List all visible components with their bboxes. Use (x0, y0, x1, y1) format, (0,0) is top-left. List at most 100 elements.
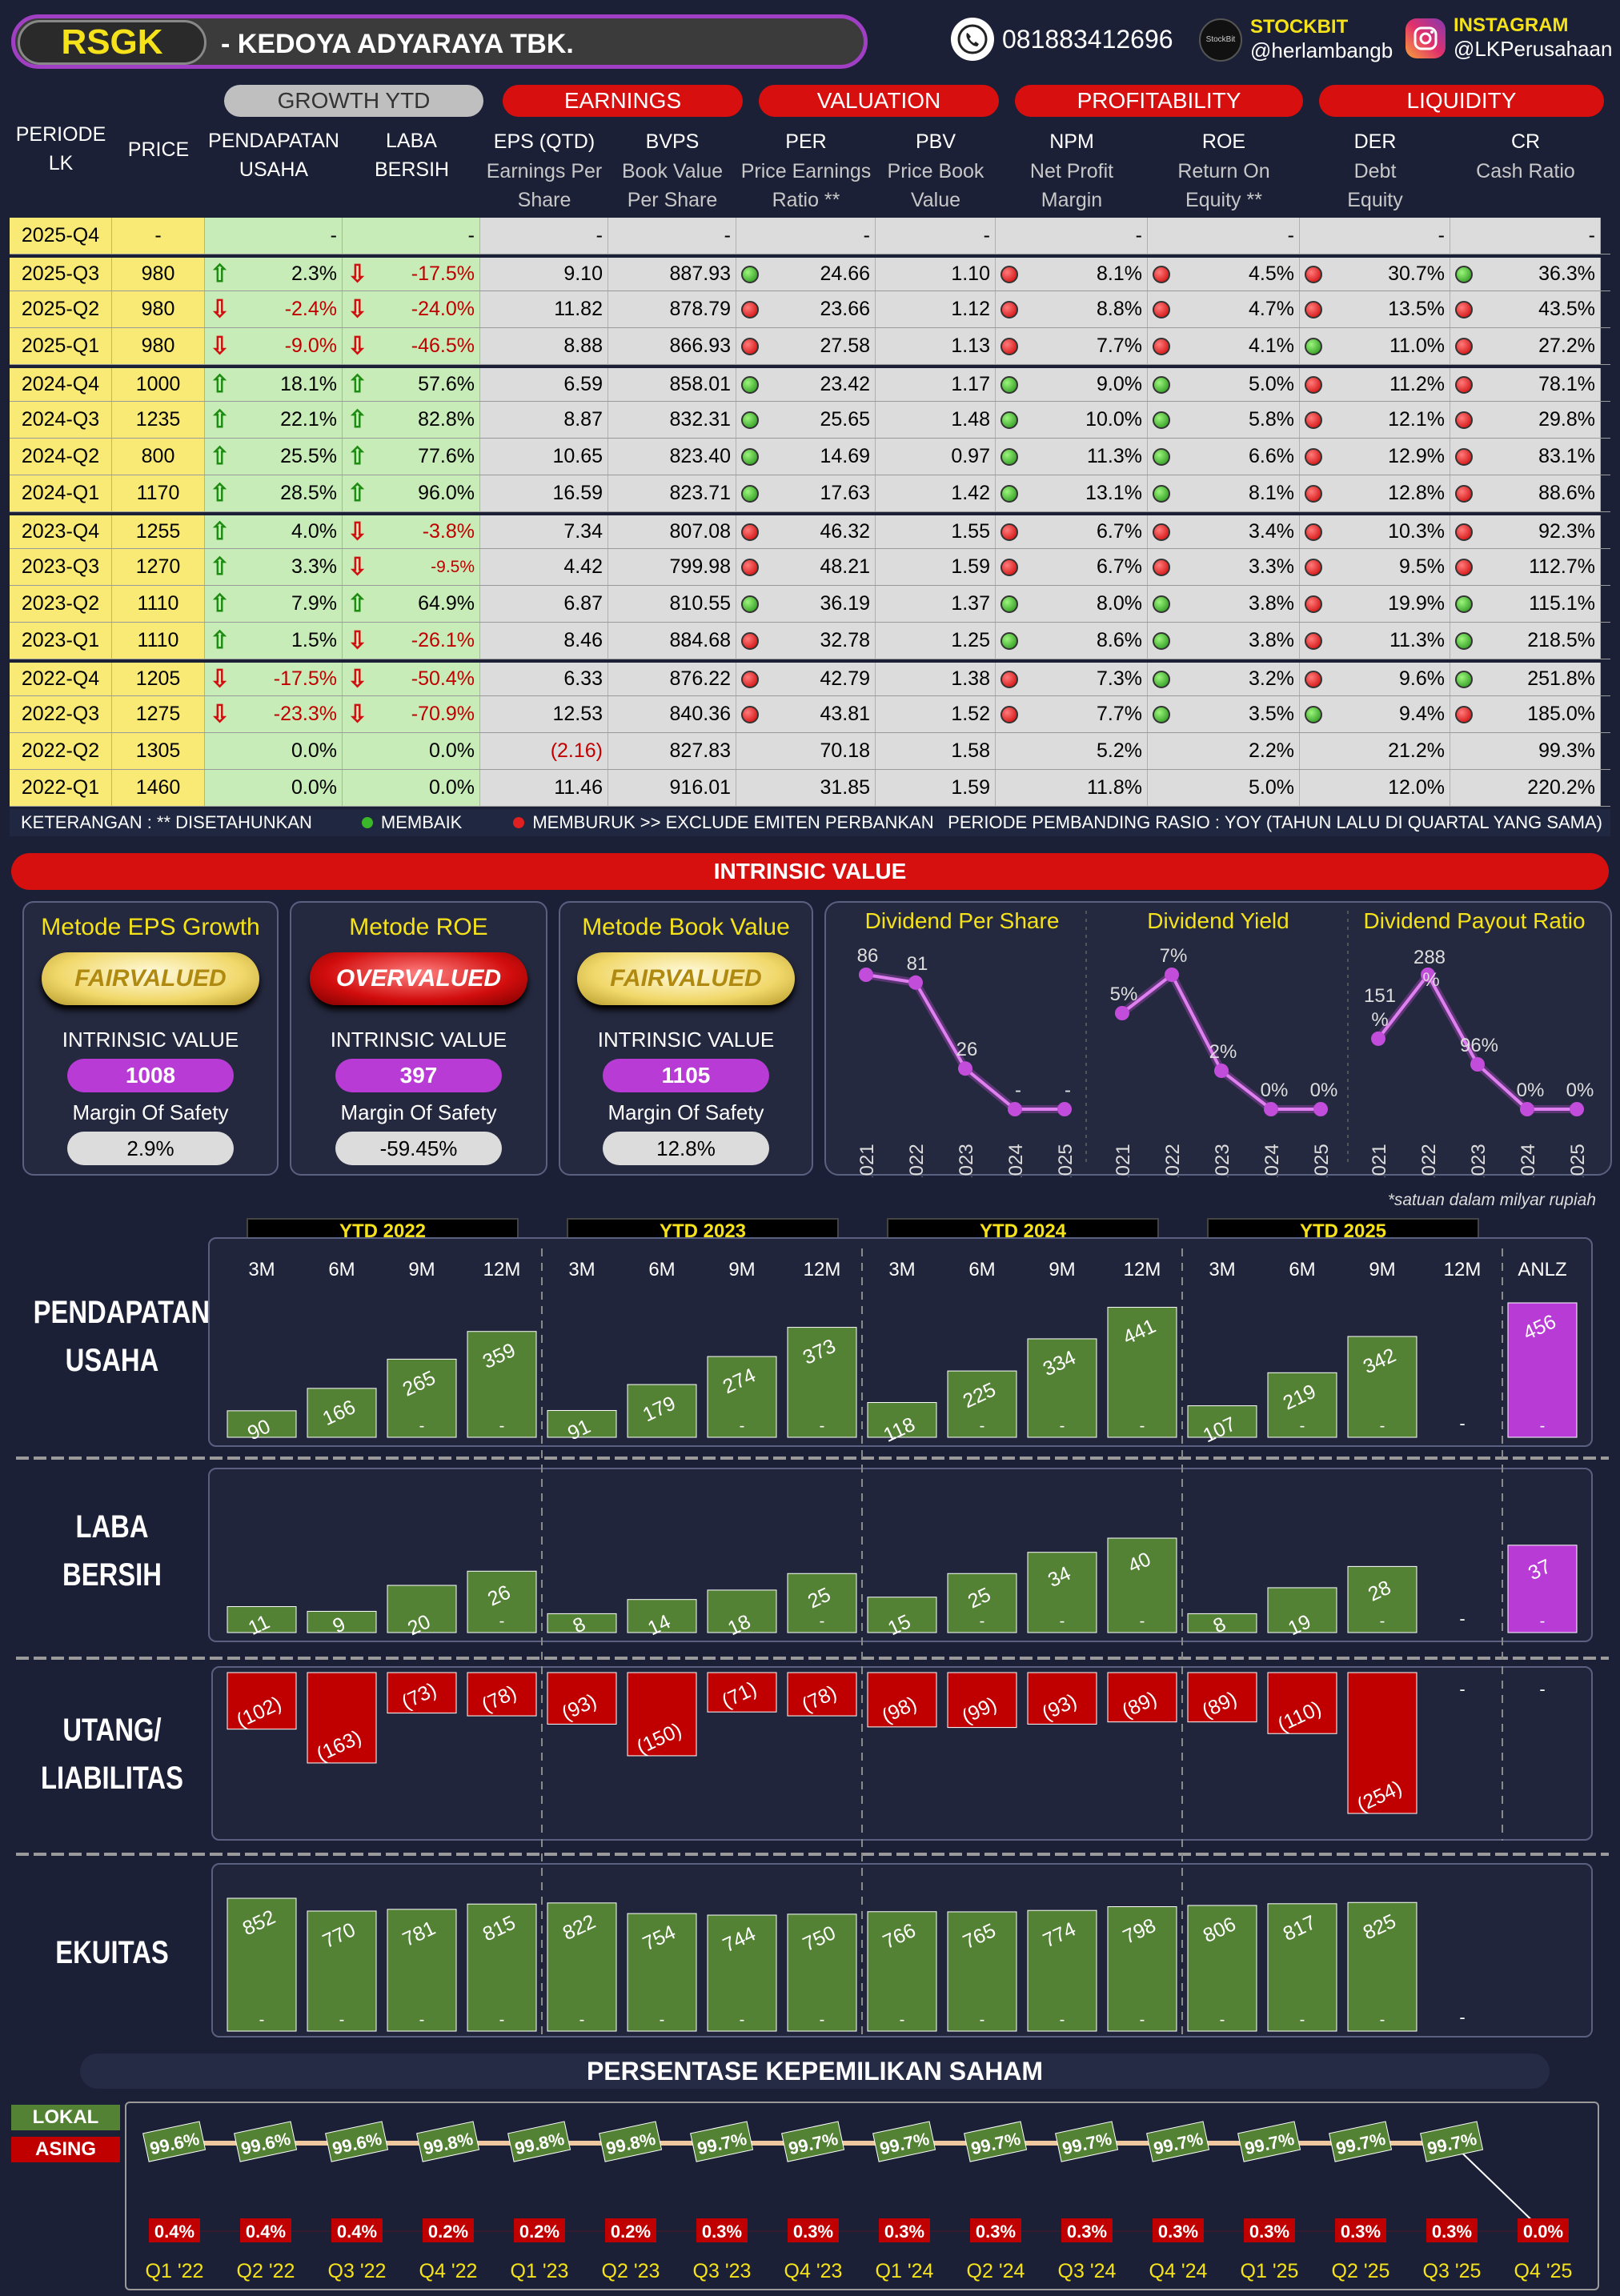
cell-laba: 0.0% (343, 770, 480, 806)
asing-box (514, 2218, 565, 2242)
value-roe: 3.8% (1249, 592, 1294, 615)
cell-der: 21.2% (1300, 733, 1450, 769)
cell-pbv: 1.59 (876, 549, 996, 585)
cell-der: 12.0% (1300, 770, 1450, 806)
cell-pend: 0.0% (205, 733, 343, 769)
value-npm: - (1135, 224, 1142, 246)
bar-empty: - (1459, 1413, 1465, 1433)
value-roe: 6.6% (1249, 445, 1294, 467)
bar-utang (227, 1672, 297, 1730)
value-laba: 57.6% (418, 373, 475, 395)
value-eps: 10.65 (552, 445, 603, 467)
value-laba: -26.1% (411, 629, 475, 651)
phone-contact[interactable]: 081883412696 (951, 18, 1173, 61)
bar-dash: - (820, 1613, 825, 1630)
value-der: 10.3% (1388, 520, 1445, 543)
value-periode: 2023-Q1 (21, 629, 100, 651)
bar-pendapatan (707, 1356, 777, 1438)
cell-per: 70.18 (736, 733, 876, 769)
lokal-box (507, 2121, 571, 2162)
asing-box (1518, 2218, 1569, 2242)
value-pend: 1.5% (291, 629, 337, 651)
method-box: Metode Book Value FAIRVALUED INTRINSIC V… (559, 901, 813, 1176)
bar-dash: - (980, 2011, 985, 2029)
green-dot-icon (1153, 595, 1170, 613)
value-der: 12.0% (1388, 776, 1445, 799)
red-dot-icon (1455, 300, 1473, 319)
quarter-label: Q2 '23 (602, 2260, 660, 2282)
value-npm: 7.3% (1097, 667, 1142, 690)
period-label: 6M (1289, 1259, 1315, 1280)
bar-dash: - (980, 1417, 985, 1435)
quarter-label: Q3 '23 (693, 2260, 752, 2282)
table-row: 2024-Q1 1170 28.5% ⇧ 96.0% ⇧ 16.59 823.71 17.63 1… (10, 475, 1610, 512)
cell-per: 32.78 (736, 623, 876, 659)
bar-pendapatan (227, 1410, 297, 1438)
value-laba: 64.9% (418, 592, 475, 615)
cell-per: 14.69 (736, 439, 876, 475)
stockbit-contact[interactable]: StockBit STOCKBIT @herlambangb (1199, 16, 1393, 63)
cell-pend: 1.5% ⇧ (205, 623, 343, 659)
green-dot-icon (1153, 447, 1170, 466)
quarter-label: Q4 '22 (419, 2260, 478, 2282)
dividend-label: 81 (907, 953, 928, 975)
red-dot-icon (1305, 265, 1322, 283)
cell-bvps: 810.55 (608, 586, 736, 622)
bar-ekuitas (227, 1897, 297, 2032)
group-growth: GROWTH YTD (224, 85, 483, 117)
bar-pendapatan (1507, 1302, 1578, 1438)
cell-roe: 3.2% (1148, 663, 1300, 695)
lokal-box (964, 2121, 1028, 2162)
cell-pbv: 1.25 (876, 623, 996, 659)
bar-dash: - (419, 2011, 425, 2029)
cell-der: 30.7% (1300, 258, 1450, 291)
col-price: PRICE (127, 138, 190, 161)
value-pbv: 1.38 (951, 667, 990, 690)
red-dot-icon (1305, 523, 1322, 541)
value-cr: 36.3% (1538, 262, 1595, 285)
value-roe: 5.0% (1249, 776, 1294, 799)
cell-laba: -50.4% ⇩ (343, 663, 480, 695)
cell-pend: 25.5% ⇧ (205, 439, 343, 475)
bar-laba (787, 1573, 857, 1633)
period-label: 9M (728, 1259, 755, 1280)
value-roe: 3.2% (1249, 667, 1294, 690)
value-pend: 4.0% (291, 520, 337, 543)
cell-eps: 11.46 (480, 770, 608, 806)
legend-memburuk: MEMBURUK >> EXCLUDE EMITEN PERBANKAN (532, 812, 934, 832)
value-cr: 92.3% (1538, 520, 1595, 543)
cell-roe: 3.8% (1148, 586, 1300, 622)
dividend-label: - (1065, 1080, 1071, 1101)
cell-cr: 218.5% (1450, 623, 1601, 659)
label-ekuitas: EKUITAS (55, 1935, 169, 1970)
red-dot-icon (741, 670, 759, 688)
cell-npm: 8.6% (996, 623, 1148, 659)
lokal-box (416, 2121, 480, 2162)
mos-label: Margin Of Safety (72, 1100, 229, 1124)
cell-bvps: 799.98 (608, 549, 736, 585)
cell-price: 1000 (112, 368, 205, 401)
stockbit-handle: @herlambangb (1250, 38, 1393, 62)
bar-utang (1107, 1672, 1177, 1723)
green-dot-icon (1455, 265, 1473, 283)
value-eps: 8.46 (563, 629, 603, 651)
cell-price: 1255 (112, 515, 205, 548)
bar-pendapatan (867, 1402, 937, 1438)
value-pend: -9.0% (284, 335, 337, 357)
cell-per: 31.85 (736, 770, 876, 806)
col-npm: NPM (1049, 130, 1094, 153)
cell-npm: 8.8% (996, 291, 1148, 327)
cell-pbv: 1.42 (876, 475, 996, 511)
bar-ekuitas (1187, 1905, 1257, 2032)
dividend-label: 151 (1364, 985, 1396, 1007)
arrow-up-icon: ⇧ (347, 443, 368, 470)
cell-price: 1235 (112, 402, 205, 438)
lokal-box (1420, 2121, 1484, 2162)
value-per: 23.42 (820, 373, 870, 395)
instagram-contact[interactable]: INSTAGRAM @LKPerusahaan (1405, 14, 1612, 62)
dividend-title: Dividend Yield (1147, 908, 1289, 933)
cell-npm: 7.7% (996, 328, 1148, 364)
cell-pend: -23.3% ⇩ (205, 696, 343, 732)
cell-eps: 7.34 (480, 515, 608, 548)
